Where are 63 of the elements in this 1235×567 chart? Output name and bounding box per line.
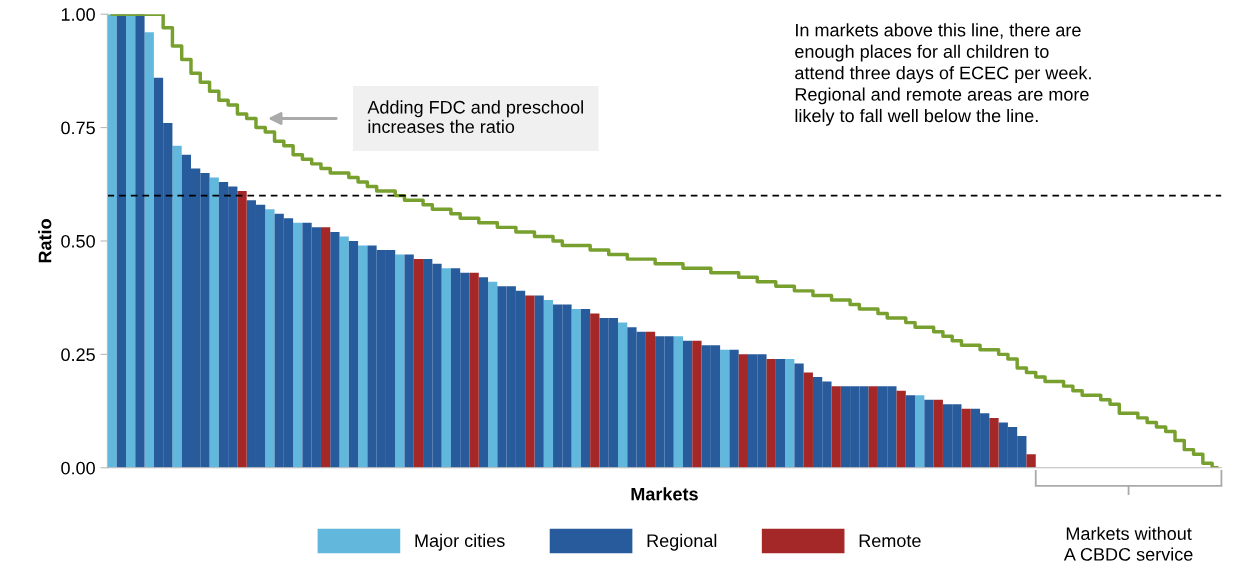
- bar: [265, 209, 275, 468]
- bar: [989, 417, 999, 468]
- bar: [915, 395, 925, 468]
- bar: [478, 277, 489, 468]
- bar: [395, 254, 405, 468]
- bar: [534, 295, 544, 468]
- bar: [293, 222, 303, 468]
- bar: [404, 254, 414, 468]
- bar: [683, 340, 693, 468]
- bar: [358, 245, 368, 468]
- y-axis-title: Ratio: [38, 219, 52, 263]
- bar: [803, 372, 813, 468]
- y-tick-label: 0.25: [61, 348, 95, 362]
- bar: [543, 299, 554, 468]
- legend-label: Major cities: [415, 533, 505, 551]
- bar: [794, 363, 804, 468]
- bar: [961, 408, 971, 468]
- bar: [209, 177, 219, 468]
- bar: [348, 240, 359, 468]
- bar: [905, 395, 916, 468]
- bar: [590, 313, 600, 468]
- bar: [525, 295, 535, 468]
- bar: [330, 231, 340, 468]
- bar: [831, 386, 841, 468]
- bar: [126, 14, 136, 468]
- bar: [738, 354, 748, 468]
- x-axis-title: Markets: [631, 487, 698, 501]
- bar: [135, 14, 145, 468]
- bar: [896, 390, 906, 468]
- bar: [320, 227, 331, 468]
- bar: [785, 358, 795, 468]
- bar: [441, 268, 451, 468]
- bar: [645, 331, 656, 468]
- annotation: Adding FDC and preschool increases the ratio: [367, 100, 583, 134]
- legend-label: Remote: [859, 534, 921, 548]
- annotation: In markets above this line, there are enough places for all children to attend three days of ECEC per week. Regional and remote areas are more likely to fall well below the line.: [795, 23, 1091, 126]
- y-tick-label: 0.00: [61, 461, 95, 475]
- bar: [1026, 454, 1036, 468]
- bar: [571, 309, 581, 468]
- bar: [868, 386, 878, 468]
- bar: [339, 236, 349, 468]
- text: Markets without A CBDC service: [1063, 526, 1193, 561]
- bar: [924, 399, 934, 468]
- bar: [116, 14, 127, 468]
- bar: [413, 259, 424, 468]
- bar: [933, 399, 943, 468]
- bar: [692, 340, 702, 468]
- bar: [766, 358, 776, 468]
- bar: [618, 322, 628, 468]
- bar: [673, 336, 683, 468]
- y-tick-label: 0.50: [61, 234, 95, 248]
- y-tick-label: 0.75: [61, 121, 95, 135]
- bar: [729, 349, 739, 468]
- bar: [775, 358, 786, 468]
- bar: [469, 272, 479, 468]
- legend-label: Regional: [647, 533, 717, 551]
- bar: [144, 32, 154, 468]
- bar: [580, 309, 591, 468]
- y-tick-label: 1.00: [61, 8, 95, 21]
- bar: [488, 281, 498, 468]
- bar: [720, 349, 730, 468]
- bar: [172, 145, 182, 468]
- bar: [237, 191, 247, 468]
